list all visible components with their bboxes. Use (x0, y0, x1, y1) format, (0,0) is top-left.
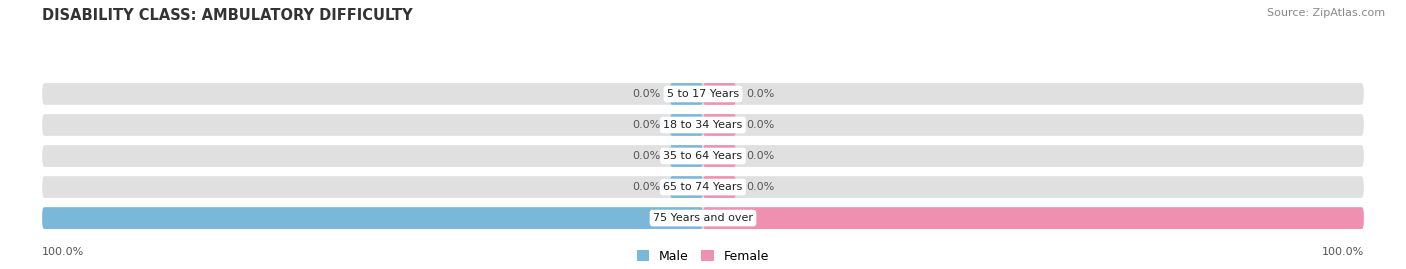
FancyBboxPatch shape (669, 83, 703, 105)
Text: DISABILITY CLASS: AMBULATORY DIFFICULTY: DISABILITY CLASS: AMBULATORY DIFFICULTY (42, 8, 413, 23)
FancyBboxPatch shape (669, 176, 703, 198)
FancyBboxPatch shape (703, 114, 737, 136)
FancyBboxPatch shape (703, 83, 737, 105)
FancyBboxPatch shape (669, 114, 703, 136)
FancyBboxPatch shape (703, 145, 737, 167)
Text: 75 Years and over: 75 Years and over (652, 213, 754, 223)
FancyBboxPatch shape (42, 176, 1364, 198)
Text: 0.0%: 0.0% (631, 89, 659, 99)
Text: 100.0%: 100.0% (1322, 247, 1364, 257)
Text: 18 to 34 Years: 18 to 34 Years (664, 120, 742, 130)
Text: 35 to 64 Years: 35 to 64 Years (664, 151, 742, 161)
Text: 65 to 74 Years: 65 to 74 Years (664, 182, 742, 192)
FancyBboxPatch shape (703, 176, 737, 198)
Text: 5 to 17 Years: 5 to 17 Years (666, 89, 740, 99)
Text: 0.0%: 0.0% (631, 182, 659, 192)
Text: 0.0%: 0.0% (747, 89, 775, 99)
Text: 0.0%: 0.0% (631, 120, 659, 130)
Text: 0.0%: 0.0% (747, 151, 775, 161)
Text: 100.0%: 100.0% (1374, 213, 1406, 223)
FancyBboxPatch shape (42, 145, 1364, 167)
Text: Source: ZipAtlas.com: Source: ZipAtlas.com (1267, 8, 1385, 18)
Text: 0.0%: 0.0% (747, 120, 775, 130)
Text: 100.0%: 100.0% (42, 247, 84, 257)
FancyBboxPatch shape (42, 114, 1364, 136)
FancyBboxPatch shape (703, 207, 1364, 229)
FancyBboxPatch shape (42, 207, 1364, 229)
FancyBboxPatch shape (669, 145, 703, 167)
Text: 0.0%: 0.0% (747, 182, 775, 192)
FancyBboxPatch shape (42, 83, 1364, 105)
Text: 0.0%: 0.0% (631, 151, 659, 161)
Text: 100.0%: 100.0% (0, 213, 32, 223)
FancyBboxPatch shape (42, 207, 703, 229)
Legend: Male, Female: Male, Female (637, 250, 769, 263)
